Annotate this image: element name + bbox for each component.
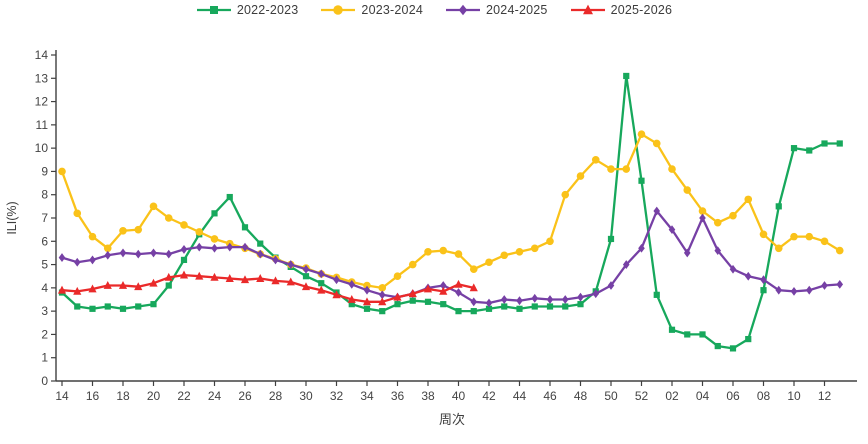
chart-legend: 2022-2023 2023-2024 2024-2025 2025-2026 bbox=[0, 3, 868, 17]
svg-text:13: 13 bbox=[35, 71, 49, 85]
svg-text:5: 5 bbox=[41, 258, 48, 272]
svg-text:12: 12 bbox=[35, 95, 49, 109]
svg-text:38: 38 bbox=[421, 389, 435, 403]
legend-item-2023-2024[interactable]: 2023-2024 bbox=[320, 3, 423, 17]
svg-text:42: 42 bbox=[482, 389, 496, 403]
svg-text:24: 24 bbox=[208, 389, 222, 403]
svg-text:46: 46 bbox=[543, 389, 557, 403]
legend-item-2022-2023[interactable]: 2022-2023 bbox=[196, 3, 299, 17]
legend-marker-triangle-icon bbox=[570, 4, 605, 15]
svg-text:08: 08 bbox=[757, 389, 771, 403]
svg-text:14: 14 bbox=[35, 48, 49, 62]
svg-text:30: 30 bbox=[299, 389, 313, 403]
legend-label: 2025-2026 bbox=[610, 3, 673, 17]
svg-text:04: 04 bbox=[696, 389, 710, 403]
svg-text:06: 06 bbox=[726, 389, 740, 403]
svg-text:48: 48 bbox=[574, 389, 588, 403]
svg-text:28: 28 bbox=[269, 389, 283, 403]
svg-text:7: 7 bbox=[41, 211, 48, 225]
svg-text:36: 36 bbox=[391, 389, 405, 403]
svg-text:16: 16 bbox=[86, 389, 100, 403]
svg-text:9: 9 bbox=[41, 164, 48, 178]
svg-text:0: 0 bbox=[41, 374, 48, 388]
svg-text:8: 8 bbox=[41, 188, 48, 202]
legend-label: 2023-2024 bbox=[361, 3, 423, 17]
svg-text:14: 14 bbox=[55, 389, 69, 403]
svg-text:4: 4 bbox=[41, 281, 48, 295]
svg-text:11: 11 bbox=[36, 118, 49, 132]
y-axis-title: ILI(%) bbox=[5, 201, 19, 234]
svg-text:34: 34 bbox=[360, 389, 374, 403]
svg-text:40: 40 bbox=[452, 389, 466, 403]
svg-text:2: 2 bbox=[41, 327, 48, 341]
svg-text:12: 12 bbox=[818, 389, 832, 403]
legend-marker-square-icon bbox=[196, 6, 231, 14]
svg-text:10: 10 bbox=[787, 389, 801, 403]
svg-text:20: 20 bbox=[147, 389, 161, 403]
svg-text:50: 50 bbox=[604, 389, 618, 403]
svg-text:1: 1 bbox=[41, 351, 48, 365]
svg-text:6: 6 bbox=[41, 234, 48, 248]
svg-text:26: 26 bbox=[238, 389, 252, 403]
legend-item-2025-2026[interactable]: 2025-2026 bbox=[570, 3, 673, 17]
svg-text:22: 22 bbox=[177, 389, 191, 403]
legend-label: 2024-2025 bbox=[486, 3, 548, 17]
legend-marker-diamond-icon bbox=[446, 4, 480, 16]
svg-text:10: 10 bbox=[35, 141, 49, 155]
svg-text:02: 02 bbox=[665, 389, 679, 403]
svg-text:3: 3 bbox=[41, 304, 48, 318]
svg-text:18: 18 bbox=[116, 389, 130, 403]
svg-text:32: 32 bbox=[330, 389, 344, 403]
legend-label: 2022-2023 bbox=[236, 3, 299, 17]
legend-item-2024-2025[interactable]: 2024-2025 bbox=[445, 3, 548, 17]
svg-text:52: 52 bbox=[635, 389, 649, 403]
svg-text:44: 44 bbox=[513, 389, 527, 403]
series-lines bbox=[57, 72, 844, 352]
legend-marker-circle-icon bbox=[321, 5, 356, 15]
x-axis-title: 周次 bbox=[439, 412, 465, 427]
